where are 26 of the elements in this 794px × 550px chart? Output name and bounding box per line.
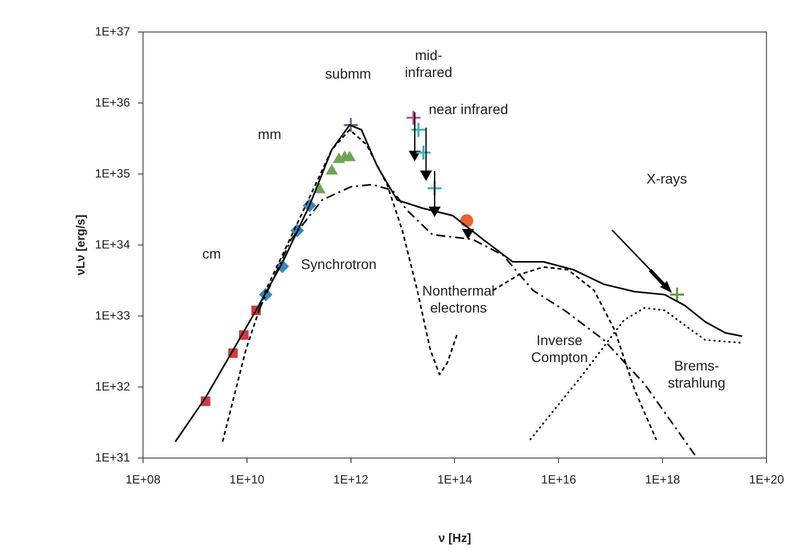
- y-tick-label: 1E+32: [94, 379, 130, 394]
- y-tick-label: 1E+31: [94, 450, 130, 464]
- annotation: Nonthermal electrons: [422, 282, 495, 316]
- y-tick-label: 1E+35: [94, 166, 130, 180]
- x-tick-label: 1E+16: [541, 472, 576, 487]
- y-tick-label: 1E+33: [94, 308, 130, 322]
- annotation: submm: [325, 65, 372, 82]
- y-axis-title: νLν [erg/s]: [74, 214, 88, 276]
- y-tick-label: 1E+34: [94, 237, 130, 252]
- x-tick-label: 1E+12: [333, 472, 369, 487]
- x-axis-title: ν [Hz]: [438, 531, 472, 546]
- annotation: Brems- strahlung: [668, 357, 726, 390]
- y-tick-label: 1E+36: [94, 95, 130, 110]
- x-tick-label: 1E+14: [437, 472, 473, 487]
- annotation: mid- infrared: [404, 47, 452, 80]
- x-tick-label: 1E+18: [645, 472, 680, 487]
- annotation: Inverse Compton: [531, 332, 588, 366]
- annotation: Synchrotron: [301, 256, 377, 272]
- annotation: mm: [258, 126, 282, 142]
- x-tick-label: 1E+08: [125, 472, 161, 487]
- annotation: near infrared: [428, 100, 508, 117]
- x-tick-label: 1E+10: [229, 472, 265, 487]
- annotation: cm: [202, 246, 221, 262]
- y-tick-label: 1E+37: [94, 24, 130, 38]
- annotation: X-rays: [646, 170, 687, 187]
- x-tick-label: 1E+20: [748, 472, 784, 487]
